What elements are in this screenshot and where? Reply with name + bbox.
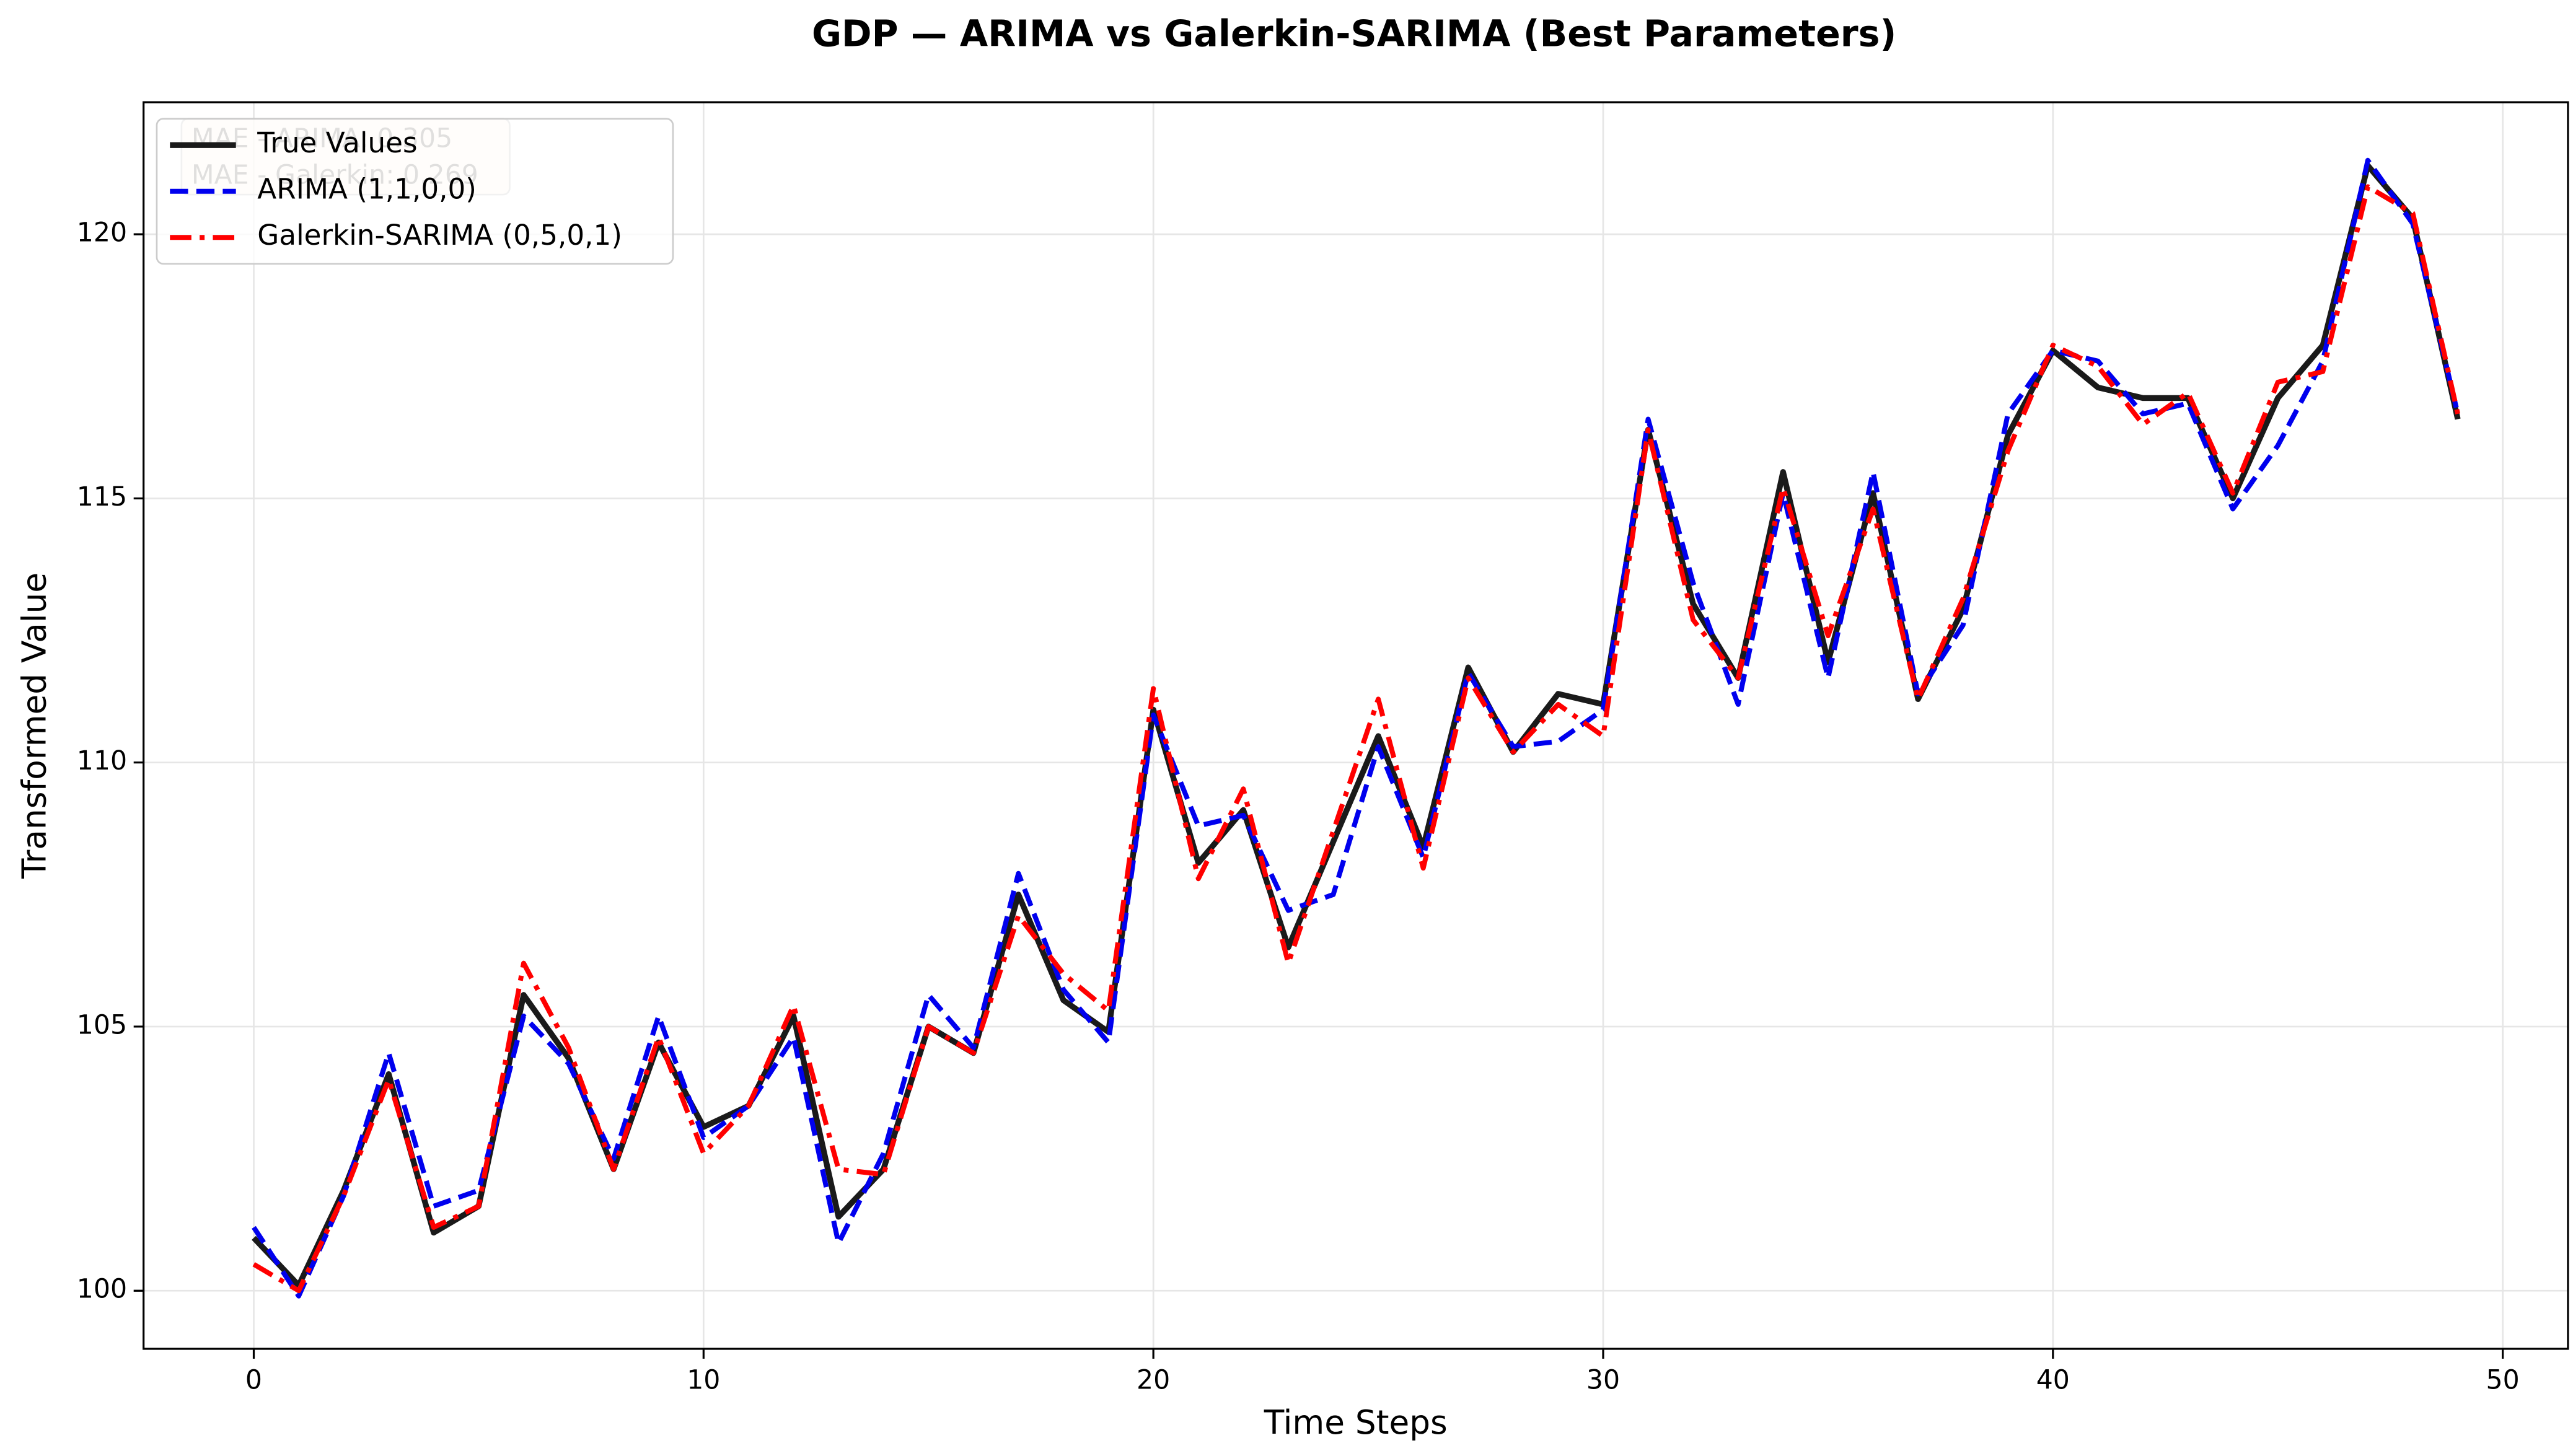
y-tick-label: 105 bbox=[77, 1009, 127, 1040]
series-line bbox=[252, 162, 2461, 1289]
legend-label: Galerkin-SARIMA (0,5,0,1) bbox=[257, 219, 622, 252]
chart-title: GDP — ARIMA vs Galerkin-SARIMA (Best Par… bbox=[812, 13, 1896, 55]
plot-frame bbox=[143, 101, 2569, 1350]
x-tick-label: 40 bbox=[2036, 1365, 2070, 1396]
legend-box bbox=[156, 118, 674, 265]
legend-label: True Values bbox=[257, 126, 417, 159]
x-tick-label: 30 bbox=[1586, 1365, 1620, 1396]
legend-label: ARIMA (1,1,0,0) bbox=[257, 173, 477, 206]
series-line bbox=[252, 184, 2460, 1294]
y-tick-label: 100 bbox=[77, 1274, 127, 1305]
y-axis-label: Transformed Value bbox=[15, 572, 53, 879]
series-line bbox=[252, 157, 2460, 1299]
x-tick-label: 50 bbox=[2486, 1365, 2520, 1396]
x-axis-label: Time Steps bbox=[1264, 1403, 1448, 1442]
y-tick-label: 110 bbox=[77, 745, 127, 776]
x-tick-label: 10 bbox=[687, 1365, 720, 1396]
x-tick-label: 20 bbox=[1137, 1365, 1170, 1396]
y-tick-label: 115 bbox=[77, 481, 127, 512]
y-tick-label: 120 bbox=[77, 217, 127, 248]
x-tick-label: 0 bbox=[245, 1365, 262, 1396]
